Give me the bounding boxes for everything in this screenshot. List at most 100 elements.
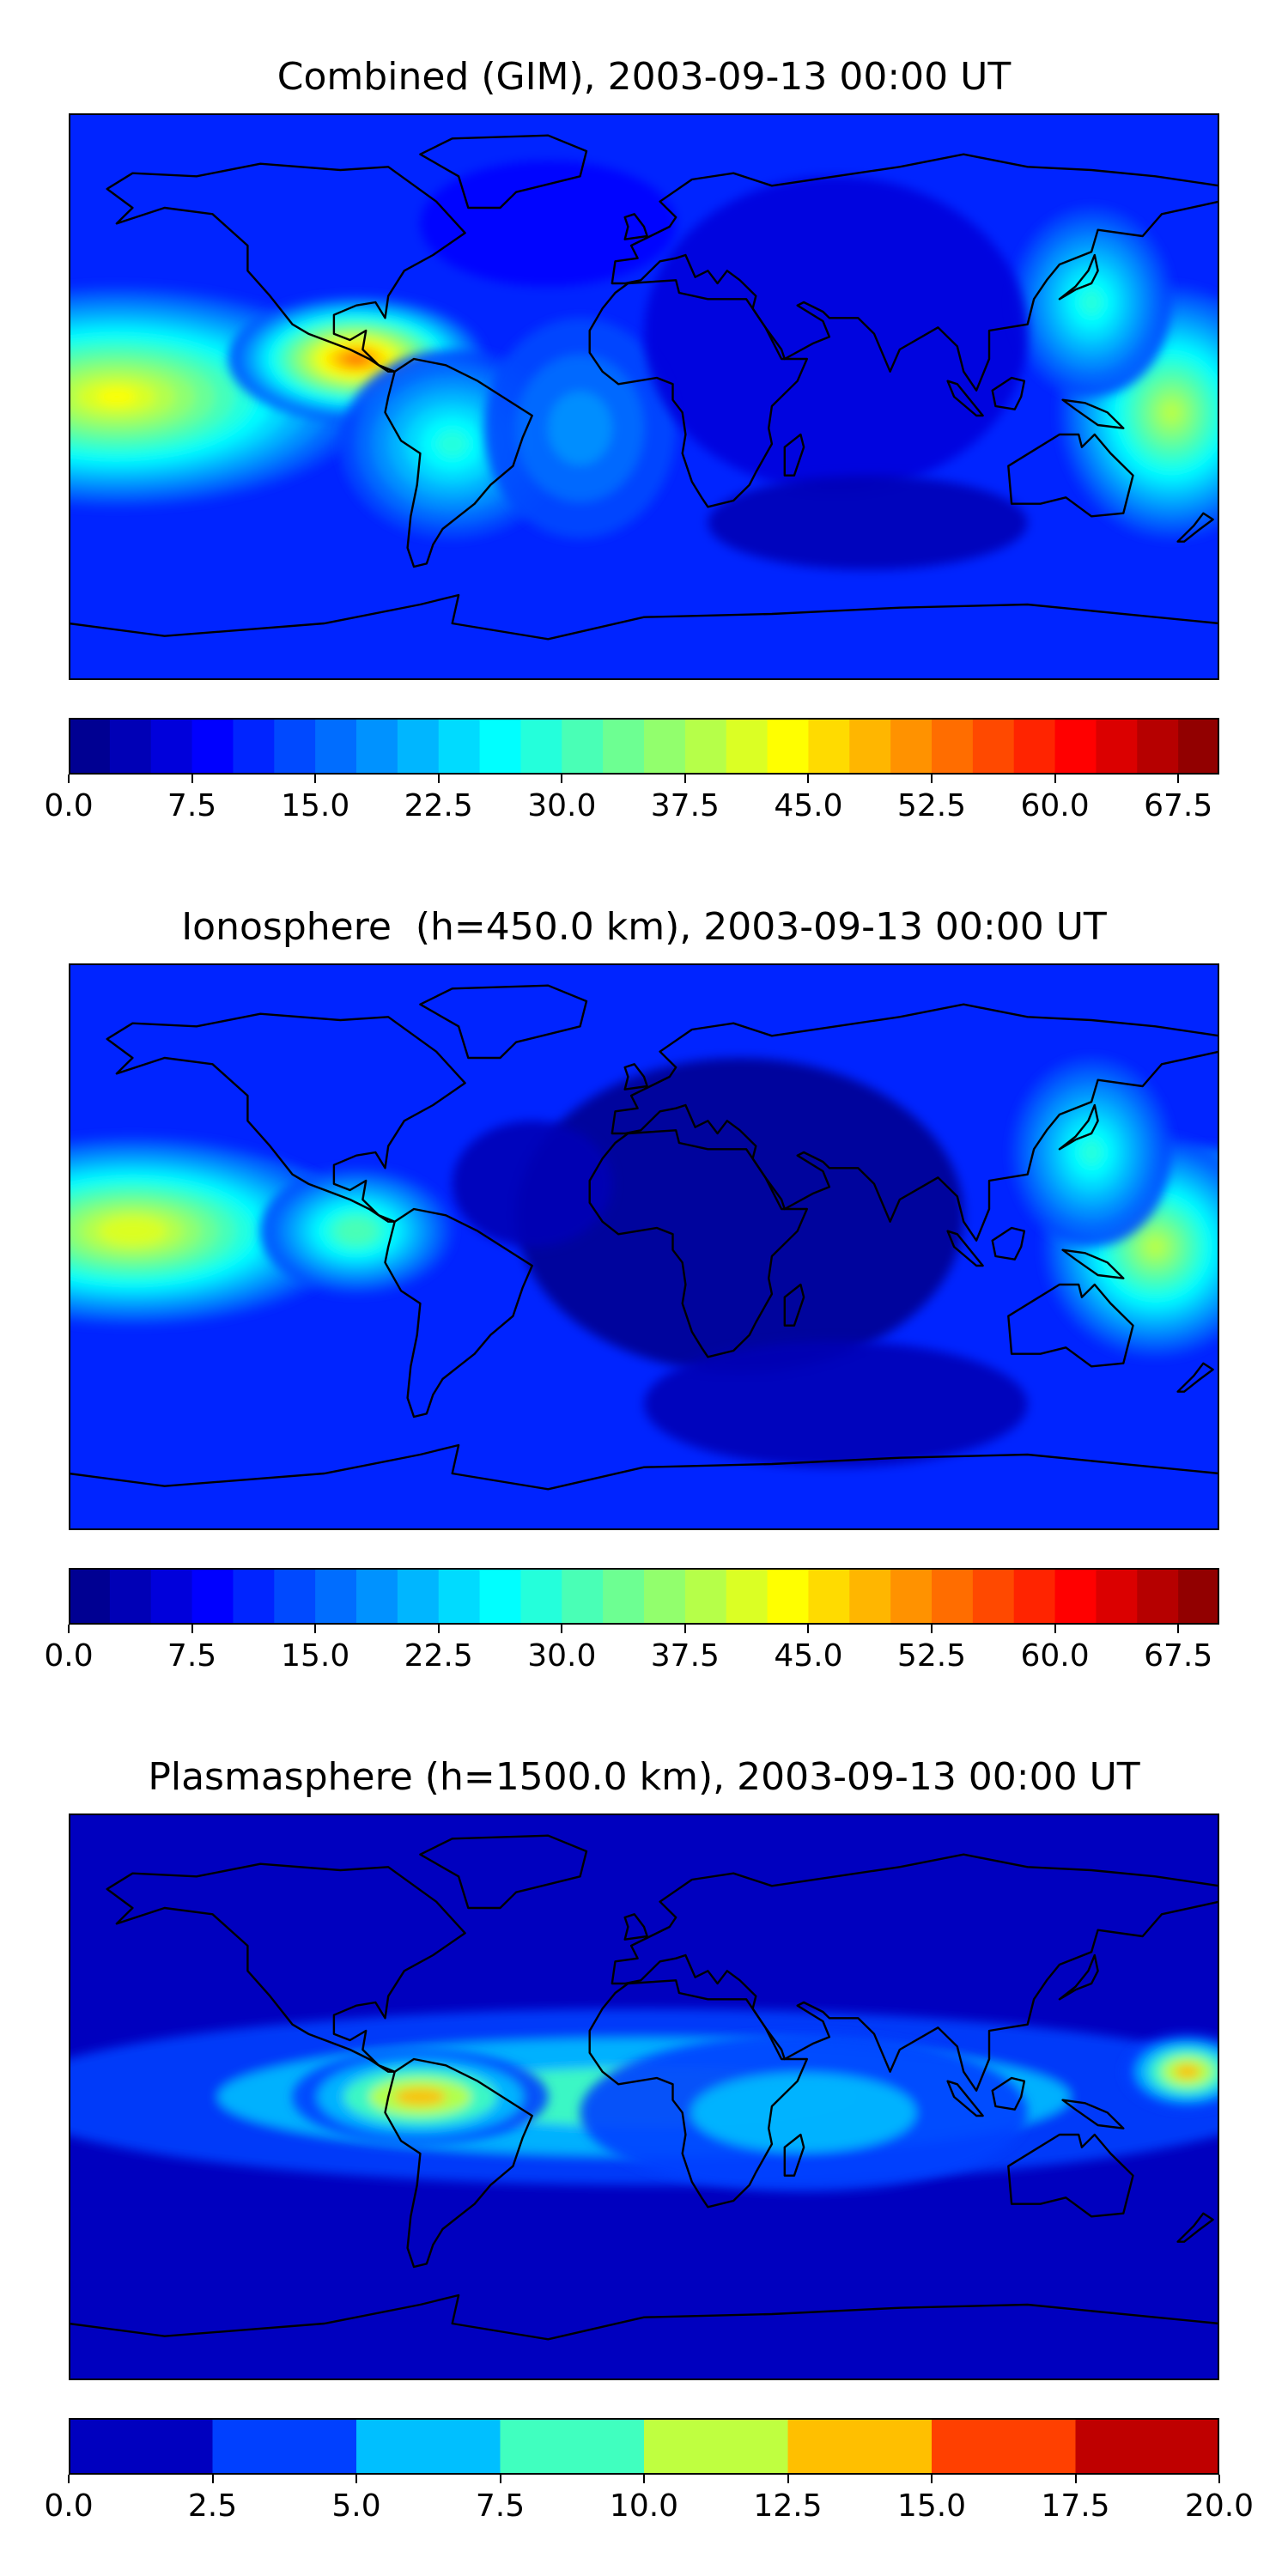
colorbar-tickmark xyxy=(643,2475,645,2483)
sumatra-outline xyxy=(946,380,984,417)
field-feature-6 xyxy=(516,1058,964,1373)
colorbar-segment xyxy=(1075,2418,1220,2475)
colorbar-tick-label: 2.5 xyxy=(187,2488,238,2524)
colorbar-tickmark xyxy=(561,775,563,783)
field-feature-3 xyxy=(1123,2033,1219,2110)
colorbar-frame xyxy=(69,1568,1219,1625)
contour-level xyxy=(644,1341,1028,1467)
britain-outline xyxy=(623,213,648,240)
contour-level xyxy=(691,2073,916,2153)
colorbar-tick-label: 10.0 xyxy=(609,2488,679,2524)
contour-level xyxy=(516,1058,964,1373)
panel-3-title: Plasmasphere (h=1500.0 km), 2003-09-13 0… xyxy=(148,1755,1140,1799)
contour-level xyxy=(1161,401,1182,424)
colorbar-tick-label: 37.5 xyxy=(650,788,720,823)
japan-outline xyxy=(1058,1953,1099,2001)
new-zealand-outline xyxy=(1176,512,1214,543)
coastlines xyxy=(69,984,1219,1491)
new-zealand-outline xyxy=(1176,1362,1214,1393)
contour-level xyxy=(1079,1139,1103,1166)
colorbar-tickmark xyxy=(931,1625,933,1633)
new-guinea-outline xyxy=(1061,1249,1125,1279)
colorbar-segment xyxy=(890,1568,933,1625)
africa-outline xyxy=(588,1129,808,1358)
colorbar-segment xyxy=(212,2418,357,2475)
colorbar-segment xyxy=(972,718,1015,775)
colorbar-segment xyxy=(1137,718,1179,775)
colorbar-tickmark xyxy=(1177,1625,1180,1633)
colorbar-tick-label: 0.0 xyxy=(44,788,94,823)
colorbar-frame xyxy=(69,718,1219,775)
colorbar-tickmark xyxy=(499,2475,501,2483)
contour-level xyxy=(644,176,1028,492)
eurasia-outline xyxy=(611,153,1219,392)
antarctica-outline xyxy=(69,2293,1219,2341)
colorbar-segment xyxy=(520,718,562,775)
field-feature-10 xyxy=(420,161,677,287)
contour-level xyxy=(452,1121,612,1247)
field-feature-1 xyxy=(69,1136,356,1326)
africa-outline xyxy=(588,279,808,508)
colorbar-segment xyxy=(562,1568,604,1625)
colorbar-segment xyxy=(726,1568,769,1625)
colorbar-segment xyxy=(500,2418,645,2475)
colorbar-tickmark xyxy=(807,775,810,783)
new-zealand-outline xyxy=(1176,2212,1214,2243)
panel-1-colorbar-ticks: 0.0 7.5 15.0 22.5 30.0 37.5 45.0 52.5 60.0 67.5 xyxy=(44,775,1219,826)
colorbar-segment xyxy=(808,718,850,775)
map-frame xyxy=(69,963,1219,1530)
greenland-outline xyxy=(419,134,588,210)
colorbar-tickmark xyxy=(191,775,193,783)
colorbar-tick-label: 0.0 xyxy=(44,1638,94,1674)
contour-level xyxy=(345,1224,368,1238)
colorbar-tick-label: 17.5 xyxy=(1041,2488,1110,2524)
antarctica-outline xyxy=(69,593,1219,641)
colorbar-segment xyxy=(849,1568,891,1625)
colorbar-segment xyxy=(972,1568,1015,1625)
antarctica-outline xyxy=(69,1443,1219,1491)
colorbar-segment xyxy=(787,2418,933,2475)
panel-3-map-svg xyxy=(69,1814,1219,2380)
colorbar-segment xyxy=(397,718,440,775)
colorbar-segment xyxy=(603,718,645,775)
colorbar-segment xyxy=(603,1568,645,1625)
panel-2-map xyxy=(69,963,1219,1530)
colorbar-segment xyxy=(274,1568,316,1625)
colorbar-segment xyxy=(315,718,357,775)
greenland-outline xyxy=(419,1834,588,1910)
borneo-outline xyxy=(991,1226,1026,1261)
contour-level xyxy=(1174,2063,1200,2080)
colorbar-segment xyxy=(726,718,769,775)
colorbar-segment xyxy=(191,1568,234,1625)
colorbar-segment xyxy=(233,1568,275,1625)
colorbar-tickmark xyxy=(1177,775,1180,783)
colorbar-tick-label: 30.0 xyxy=(527,788,597,823)
field-feature-7 xyxy=(1012,208,1172,397)
eurasia-outline xyxy=(611,1003,1219,1242)
colorbar-tick-label: 0.0 xyxy=(44,2488,94,2524)
panel-1-colorbar xyxy=(69,718,1220,775)
colorbar-segment xyxy=(932,1568,974,1625)
colorbar-tickmark xyxy=(68,2475,70,2483)
eurasia-outline xyxy=(611,1853,1219,2092)
contour-level xyxy=(115,1224,150,1239)
colorbar-tick-label: 5.0 xyxy=(331,2488,381,2524)
borneo-outline xyxy=(991,2076,1026,2111)
colorbar-segment xyxy=(1096,1568,1138,1625)
panel-3-map xyxy=(69,1814,1219,2380)
panel-1-title: Combined (GIM), 2003-09-13 00:00 UT xyxy=(276,55,1012,99)
contour-level xyxy=(436,430,469,458)
colorbar-tick-label: 15.0 xyxy=(281,1638,350,1674)
colorbar-tickmark xyxy=(191,1625,193,1633)
panel-2-colorbar xyxy=(69,1568,1220,1625)
panel-2-title: Ionosphere (h=450.0 km), 2003-09-13 00:0… xyxy=(181,905,1107,949)
field-feature-2 xyxy=(260,1168,453,1294)
colorbar-segment xyxy=(233,718,275,775)
field-feature-5 xyxy=(1012,1058,1172,1247)
map-frame xyxy=(69,113,1219,680)
japan-outline xyxy=(1058,1103,1099,1151)
colorbar-tickmark xyxy=(1074,2475,1077,2483)
colorbar-segment xyxy=(438,718,481,775)
colorbar-tick-label: 22.5 xyxy=(404,788,473,823)
colorbar-segment xyxy=(274,718,316,775)
